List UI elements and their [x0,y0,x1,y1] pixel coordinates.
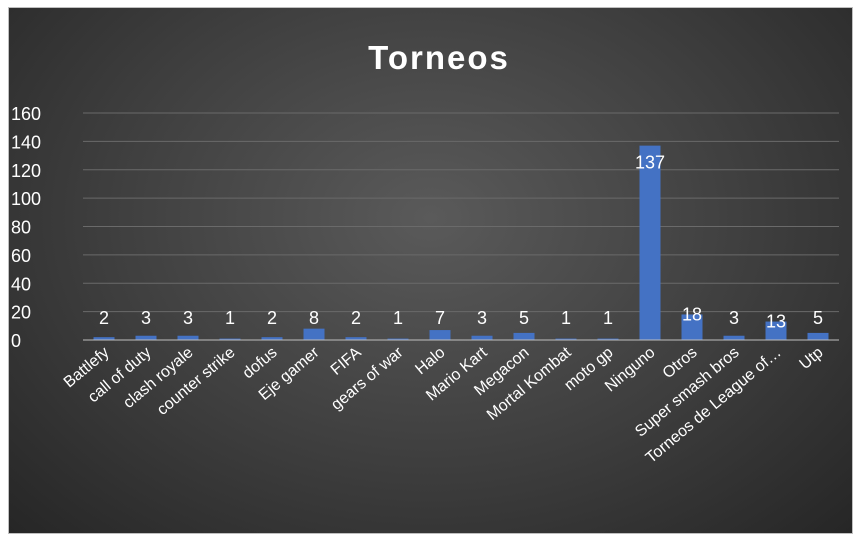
data-labels: 2 3 3 1 2 8 2 1 7 3 5 1 1 137 18 3 13 5 [99,153,823,332]
data-label: 3 [141,308,151,328]
category-label: Utp [797,344,827,373]
data-label: 1 [603,308,613,328]
data-label: 8 [309,308,319,328]
data-label: 1 [225,308,235,328]
bar [177,335,199,340]
bar [345,337,367,340]
chart-title: Torneos [368,39,510,76]
y-tick-label: 0 [11,331,21,351]
bar [471,335,493,340]
chart-area: Torneos 0 20 40 60 80 100 120 140 160 2 3 3 1 2 8 2 1 7 3… [8,7,853,534]
bar [303,328,325,340]
data-label: 2 [351,308,361,328]
category-label: Halo [412,344,448,378]
y-axis-ticks: 0 20 40 60 80 100 120 140 160 [11,104,41,351]
bar [597,338,619,340]
y-tick-label: 140 [11,132,41,152]
bar [723,335,745,340]
data-label: 2 [267,308,277,328]
bar [765,321,787,340]
bar [261,337,283,340]
bar [387,338,409,340]
data-label: 137 [635,153,665,173]
y-tick-label: 100 [11,189,41,209]
data-label: 5 [813,308,823,328]
data-label: 5 [519,308,529,328]
data-label: 3 [183,308,193,328]
data-label: 1 [561,308,571,328]
gridlines [83,112,839,313]
bar [513,332,535,340]
bar [219,338,241,340]
y-tick-label: 120 [11,161,41,181]
data-label: 13 [766,312,786,332]
bar-chart: Torneos 0 20 40 60 80 100 120 140 160 2 3 3 1 2 8 2 1 7 3… [11,39,839,467]
category-label: gears of war [328,344,407,414]
y-tick-label: 80 [11,218,31,238]
y-tick-label: 160 [11,104,41,124]
data-label: 3 [477,308,487,328]
data-label: 18 [682,304,702,324]
data-label: 2 [99,308,109,328]
bar [555,338,577,340]
y-tick-label: 40 [11,274,31,294]
bar [639,145,661,340]
bar [429,330,451,340]
bar [807,332,829,340]
bar [681,314,703,340]
data-label: 3 [729,308,739,328]
bar [135,335,157,340]
data-label: 7 [435,308,445,328]
y-tick-label: 20 [11,303,31,323]
bars [93,145,829,340]
y-tick-label: 60 [11,246,31,266]
data-label: 1 [393,308,403,328]
bar [93,337,115,340]
